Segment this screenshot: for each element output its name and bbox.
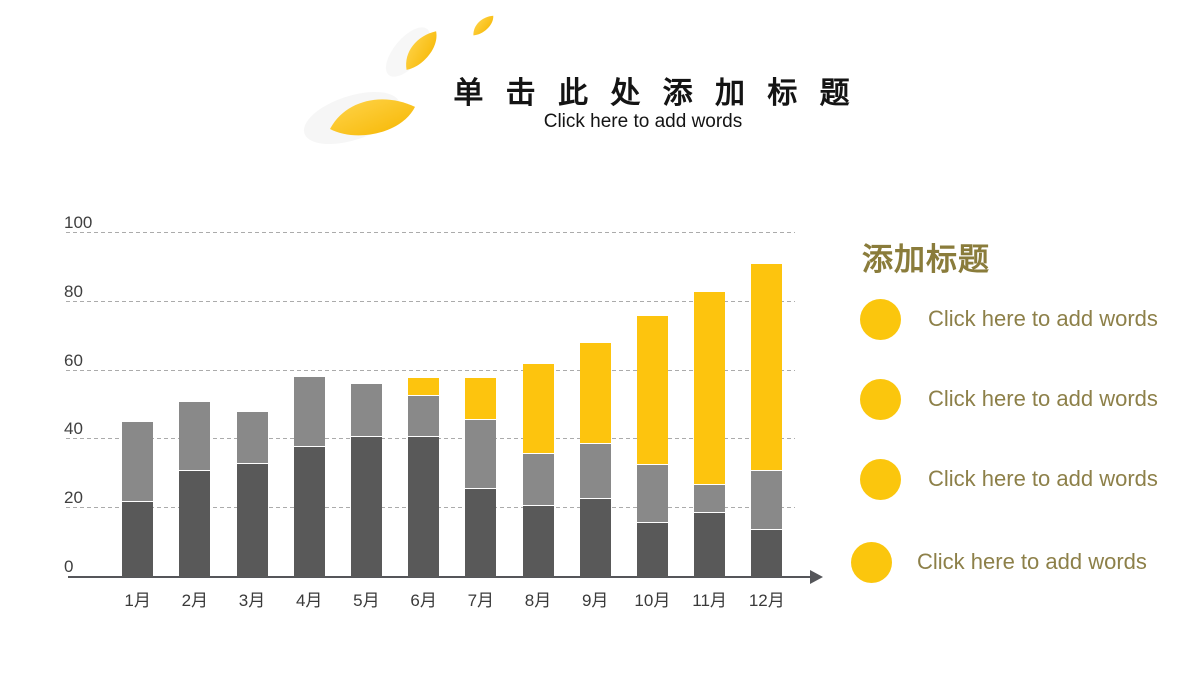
x-axis-line (68, 576, 812, 578)
bar-segment-dark-gray-bottom (694, 511, 726, 577)
bar-segment-dark-gray-bottom (522, 504, 554, 577)
bar-segment-mid-gray-middle (694, 484, 726, 512)
bullet-circle-icon (860, 378, 901, 420)
bar-segment-dark-gray-bottom (350, 435, 382, 577)
bar-segment-dark-gray-bottom (465, 487, 497, 577)
panel-item-row: Click here to add words (860, 378, 1158, 420)
x-category-label: 11月 (692, 591, 727, 610)
y-tick-label: 0 (64, 557, 74, 576)
y-tick-label: 80 (64, 281, 83, 301)
bar-segment-mid-gray-middle (179, 401, 211, 471)
bar-segment-dark-gray-bottom (236, 463, 268, 577)
bar-segment-mid-gray-middle (236, 411, 268, 464)
bar-8月 (522, 363, 554, 577)
bar-9月 (579, 343, 611, 577)
bar-segment-mid-gray-middle (293, 377, 325, 447)
panel-heading[interactable]: 添加标题 (862, 242, 990, 277)
bar-segment-dark-gray-bottom (751, 528, 783, 577)
bar-segment-dark-gray-bottom (293, 446, 325, 577)
bar-segment-yellow-top (636, 315, 668, 464)
panel-item-row: Click here to add words (851, 541, 1147, 583)
x-category-label: 9月 (581, 591, 609, 610)
y-tick-label: 20 (64, 488, 83, 508)
bar-segment-yellow-top (751, 263, 783, 471)
x-category-label: 3月 (238, 591, 266, 610)
bar-segment-yellow-top (408, 377, 440, 395)
gridline-y-80 (66, 300, 795, 302)
bar-1月 (122, 422, 154, 577)
bullet-circle-icon (851, 541, 892, 583)
bar-segment-yellow-top (522, 363, 554, 454)
bar-10月 (636, 315, 668, 577)
x-axis-arrow-icon (810, 570, 823, 584)
panel-item-text[interactable]: Click here to add words (928, 466, 1158, 491)
bullet-circle-icon (860, 458, 901, 500)
y-tick-label: 40 (64, 419, 83, 439)
bar-7月 (465, 377, 497, 577)
x-category-label: 5月 (353, 591, 380, 610)
bar-segment-mid-gray-middle (465, 418, 497, 488)
bar-segment-mid-gray-middle (350, 384, 382, 436)
x-category-label: 7月 (467, 591, 495, 610)
panel-item-text[interactable]: Click here to add words (928, 306, 1158, 331)
bar-segment-yellow-top (579, 343, 611, 443)
bar-5月 (350, 384, 382, 577)
bar-segment-yellow-top (694, 291, 726, 485)
bar-segment-dark-gray-bottom (122, 501, 154, 577)
leaf-decoration-icon (303, 13, 498, 145)
bar-segment-dark-gray-bottom (408, 435, 440, 577)
bar-3月 (236, 411, 268, 577)
bullet-circle-icon (860, 298, 901, 340)
panel-item-row: Click here to add words (860, 458, 1158, 500)
bar-4月 (293, 377, 325, 577)
x-category-label: 6月 (410, 591, 437, 610)
gridline-y-60 (66, 369, 795, 371)
panel-item-text[interactable]: Click here to add words (917, 549, 1147, 574)
bar-segment-mid-gray-middle (408, 394, 440, 436)
y-tick-label: 60 (64, 350, 83, 370)
bar-segment-dark-gray-bottom (179, 470, 211, 577)
panel-item-row: Click here to add words (860, 298, 1158, 340)
bar-segment-yellow-top (465, 377, 497, 419)
panel-item-text[interactable]: Click here to add words (928, 386, 1158, 411)
bar-6月 (408, 377, 440, 577)
bar-segment-mid-gray-middle (751, 470, 783, 529)
x-category-label: 1月 (124, 591, 151, 610)
bar-segment-mid-gray-middle (522, 453, 554, 505)
bar-segment-dark-gray-bottom (579, 497, 611, 577)
bar-segment-mid-gray-middle (636, 463, 668, 522)
bar-segment-mid-gray-middle (122, 422, 154, 502)
y-tick-label: 100 (64, 213, 93, 232)
bar-2月 (179, 401, 211, 577)
bar-12月 (751, 263, 783, 577)
bar-segment-dark-gray-bottom (636, 521, 668, 577)
x-category-label: 10月 (634, 591, 671, 610)
x-category-label: 2月 (181, 591, 209, 610)
x-category-label: 4月 (295, 591, 323, 610)
x-category-label: 12月 (748, 591, 785, 610)
x-category-label: 8月 (524, 591, 552, 610)
slide-title-placeholder[interactable]: 单 击 此 处 添 加 标 题 (453, 77, 857, 110)
bar-11月 (694, 291, 726, 577)
slide-subtitle-placeholder[interactable]: Click here to add words (543, 111, 743, 132)
gridline-y-100 (66, 232, 795, 233)
bar-segment-mid-gray-middle (579, 442, 611, 498)
